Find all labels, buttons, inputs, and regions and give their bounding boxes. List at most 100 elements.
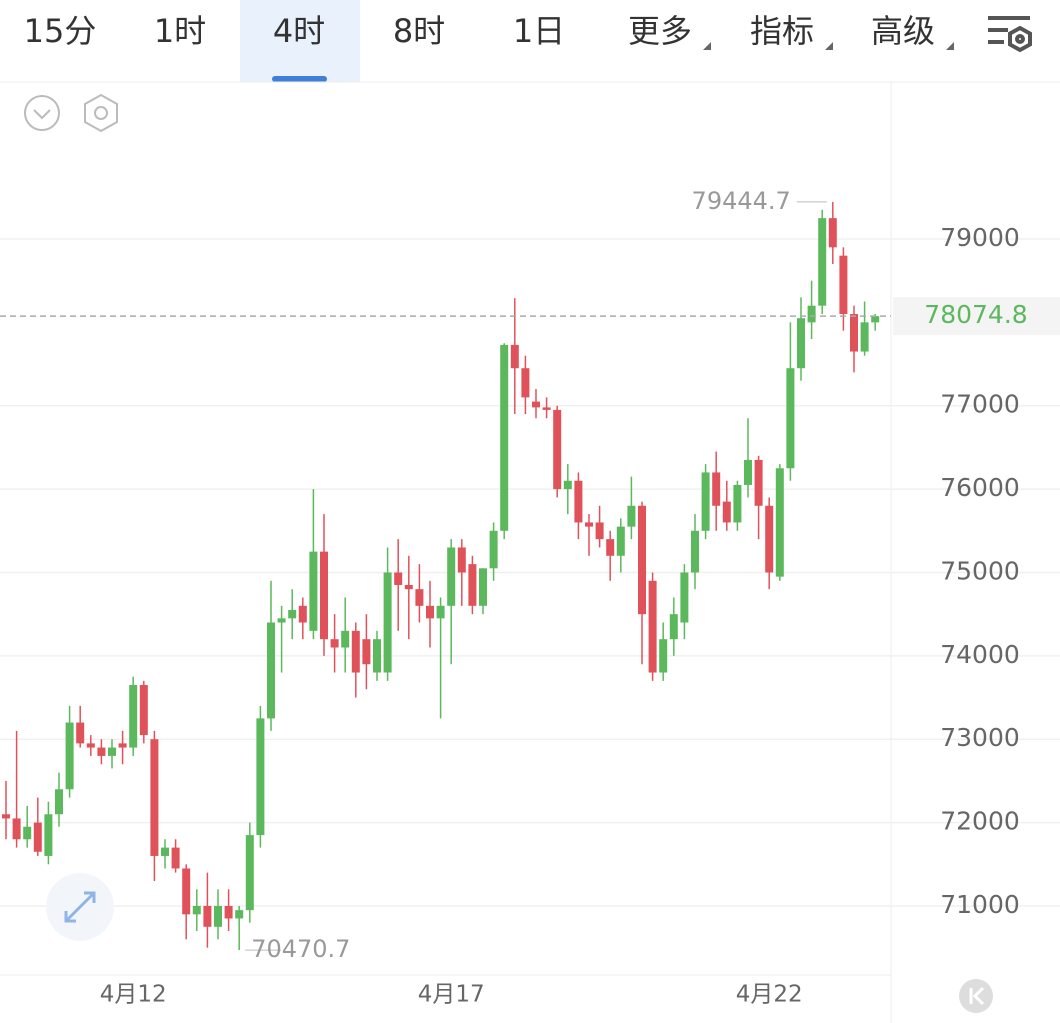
candle-body bbox=[436, 605, 445, 619]
candle-body bbox=[786, 368, 795, 469]
tab[interactable]: 更多 bbox=[628, 12, 692, 50]
candle-body bbox=[118, 743, 127, 748]
candle-body bbox=[214, 905, 222, 927]
candle-body bbox=[97, 747, 106, 756]
candle-body bbox=[818, 218, 827, 306]
candle-body bbox=[850, 314, 858, 352]
candle-body bbox=[150, 739, 159, 856]
candle-body bbox=[532, 401, 540, 408]
candle-body bbox=[351, 630, 360, 673]
candle-body bbox=[86, 743, 95, 748]
candle-body bbox=[585, 522, 593, 527]
candle-body bbox=[510, 344, 519, 369]
candle-body bbox=[744, 459, 752, 485]
candle-body bbox=[542, 407, 551, 410]
candle-body bbox=[224, 905, 233, 919]
candle-body bbox=[404, 584, 413, 590]
tab[interactable]: 15分 bbox=[24, 12, 97, 50]
candle-body bbox=[383, 572, 392, 673]
active-tab-indicator bbox=[272, 76, 327, 82]
candle-body bbox=[309, 551, 318, 631]
collapse-icon[interactable] bbox=[24, 95, 60, 131]
candle-body bbox=[553, 409, 562, 490]
candle-body bbox=[182, 868, 191, 915]
candle-body bbox=[203, 905, 212, 927]
candle-body bbox=[108, 747, 116, 756]
candle-body bbox=[330, 639, 339, 648]
candle-body bbox=[23, 826, 32, 840]
candle-body bbox=[65, 722, 74, 790]
y-tick-label: 72000 bbox=[940, 807, 1020, 836]
candle-body bbox=[669, 614, 678, 640]
scroll-latest-button[interactable] bbox=[959, 979, 993, 1013]
x-tick-label: 4月22 bbox=[736, 982, 803, 1008]
x-tick-label: 4月12 bbox=[100, 982, 167, 1008]
candle-body bbox=[627, 505, 636, 527]
setting-hex-icon[interactable] bbox=[84, 93, 118, 133]
tab[interactable]: 高级 bbox=[871, 12, 935, 50]
candle-body bbox=[765, 505, 774, 573]
candle-body bbox=[415, 589, 424, 606]
fullscreen-button[interactable] bbox=[46, 873, 114, 941]
candle-body bbox=[192, 905, 201, 915]
candle-body bbox=[828, 218, 837, 248]
y-tick-label: 75000 bbox=[940, 556, 1020, 585]
candle-body bbox=[277, 618, 286, 623]
candle-body bbox=[33, 822, 42, 852]
candle-body bbox=[722, 501, 731, 523]
candle-body bbox=[44, 814, 53, 856]
candle-body bbox=[606, 539, 615, 556]
candle-body bbox=[648, 580, 657, 673]
candle-body bbox=[2, 814, 10, 819]
candle-body bbox=[638, 505, 646, 615]
candle-body bbox=[754, 459, 763, 506]
settings-icon[interactable] bbox=[988, 16, 1032, 53]
candle-body bbox=[479, 568, 487, 606]
high-label: 79444.7 bbox=[692, 187, 791, 215]
candle-body bbox=[161, 847, 169, 856]
candle-body bbox=[775, 468, 784, 577]
candle-body bbox=[616, 526, 625, 556]
candle-body bbox=[659, 639, 668, 673]
candle-body bbox=[373, 639, 381, 673]
candle-body bbox=[691, 530, 699, 573]
candle-body bbox=[245, 835, 254, 911]
y-tick-label: 77000 bbox=[940, 390, 1020, 419]
candle-body bbox=[447, 547, 456, 606]
candle-body bbox=[76, 722, 85, 744]
candle-body bbox=[139, 685, 148, 736]
candle-body bbox=[807, 305, 816, 323]
candle-body bbox=[871, 316, 880, 323]
y-tick-label: 74000 bbox=[940, 640, 1020, 669]
y-tick-label: 73000 bbox=[940, 723, 1020, 752]
candle-body bbox=[298, 605, 307, 623]
tab[interactable]: 4时 bbox=[273, 12, 325, 50]
candle-body bbox=[267, 622, 275, 719]
candle-body bbox=[362, 639, 371, 665]
tab[interactable]: 指标 bbox=[750, 12, 814, 50]
tab[interactable]: 8时 bbox=[393, 12, 445, 50]
candle-body bbox=[12, 818, 21, 840]
candle-body bbox=[521, 368, 530, 398]
y-tick-label: 76000 bbox=[940, 473, 1020, 502]
candle-body bbox=[320, 551, 328, 640]
y-tick-label: 71000 bbox=[940, 890, 1020, 919]
candle-body bbox=[712, 472, 721, 506]
candle-body bbox=[701, 472, 710, 531]
candle-body bbox=[341, 630, 350, 648]
candle-body bbox=[839, 255, 848, 315]
candle-body bbox=[595, 522, 604, 540]
tab[interactable]: 1时 bbox=[154, 12, 206, 50]
y-tick-label: 79000 bbox=[940, 223, 1020, 252]
candle-body bbox=[256, 718, 265, 836]
candle-body bbox=[733, 484, 742, 523]
candle-body bbox=[426, 605, 434, 619]
current-price-label: 78074.8 bbox=[924, 300, 1027, 329]
candle-body bbox=[235, 910, 244, 919]
candle-body bbox=[489, 530, 498, 569]
candle-body bbox=[394, 572, 403, 585]
candle-body bbox=[563, 480, 572, 490]
tab[interactable]: 1日 bbox=[513, 12, 565, 50]
candle-body bbox=[457, 547, 466, 573]
